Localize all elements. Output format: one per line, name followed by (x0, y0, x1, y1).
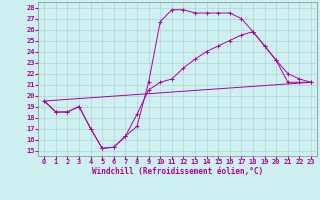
X-axis label: Windchill (Refroidissement éolien,°C): Windchill (Refroidissement éolien,°C) (92, 167, 263, 176)
